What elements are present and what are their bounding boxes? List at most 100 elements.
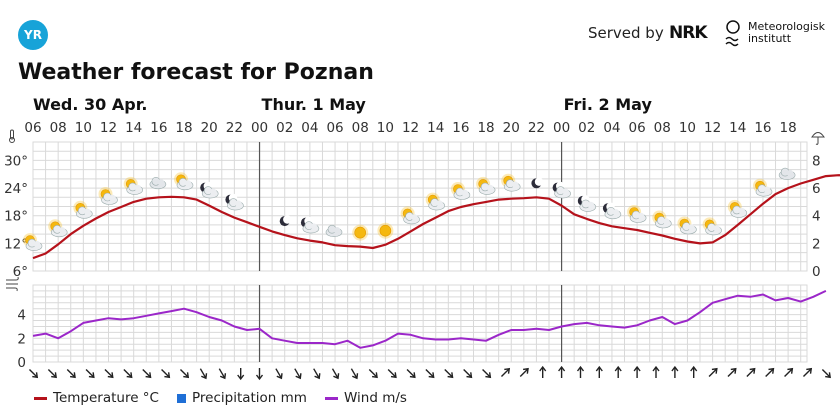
arrow-head: [164, 372, 171, 379]
wind-direction-arrow: [406, 368, 416, 379]
hour-tick-label: 14: [729, 120, 746, 136]
hour-tick-label: 10: [75, 120, 92, 136]
arrow-head: [126, 372, 133, 379]
partly-cloudy-day-icon: [677, 216, 697, 235]
sun-disc: [354, 226, 367, 239]
partly-cloudy-night-icon: [602, 202, 622, 220]
arrow-shaft: [802, 368, 812, 378]
cloud-part: [84, 208, 91, 215]
wind-direction-arrow: [671, 365, 679, 378]
served-by-text: Served by: [588, 24, 664, 42]
arrow-shaft: [500, 368, 510, 378]
arrow-head: [219, 373, 227, 380]
hour-tick-label: 02: [578, 120, 595, 136]
thermometer-bulb: [9, 137, 15, 143]
arrow-head: [576, 365, 585, 372]
hour-tick-label: 00: [251, 120, 268, 136]
hour-tick-label: 14: [427, 120, 444, 136]
hour-tick-label: 20: [201, 120, 218, 136]
arrow-head: [237, 374, 245, 381]
cloud-part: [184, 180, 192, 187]
wind-direction-arrow: [28, 368, 39, 379]
hour-tick-label: 12: [402, 120, 419, 136]
wind-direction-arrow: [294, 368, 302, 380]
partly-cloudy-day-icon: [400, 206, 420, 225]
cloud-part: [461, 189, 469, 197]
hour-tick-label: 08: [50, 120, 67, 136]
umbrella-canopy: [811, 132, 825, 138]
hour-tick-label: 16: [150, 120, 167, 136]
wind-direction-arrow: [746, 367, 756, 378]
cloud-part: [134, 184, 141, 192]
nrk-logo[interactable]: NRK: [669, 23, 707, 43]
hour-tick-label: 08: [654, 120, 671, 136]
thermometer-stem: [10, 129, 14, 140]
arrow-head: [51, 372, 57, 379]
arrow-head: [183, 372, 190, 379]
wind-direction-arrow: [539, 365, 547, 378]
wind-direction-arrow: [199, 368, 208, 380]
temp-axis-tick: 6°: [13, 264, 28, 280]
wind-direction-arrow: [765, 367, 775, 378]
arrow-shaft: [66, 368, 75, 378]
moon-cutout: [283, 215, 292, 224]
partly-cloudy-day-icon: [48, 219, 68, 238]
temp-axis-tick: 30°: [4, 153, 28, 169]
met-line-2: institutt: [748, 32, 792, 45]
partly-cloudy-day-icon: [753, 178, 773, 197]
thermometer-icon: [9, 129, 15, 143]
arrow-shaft: [482, 368, 491, 378]
wind-direction-arrow: [425, 368, 435, 379]
wind-direction-arrow: [313, 368, 321, 380]
hour-tick-label: 08: [352, 120, 369, 136]
arrow-head: [88, 372, 95, 379]
arrow-shaft: [275, 368, 282, 378]
arrow-head: [466, 372, 473, 379]
clear-night-icon: [279, 215, 292, 227]
arrow-head: [69, 372, 76, 379]
wind-icon: [6, 276, 19, 292]
precip-axis-tick: 2: [812, 236, 821, 252]
legend-precipitation-swatch: [176, 393, 186, 403]
cloud-part: [109, 194, 116, 202]
hour-tick-label: 06: [326, 120, 343, 136]
arrow-head: [595, 365, 603, 372]
wind-stroke-top: [6, 276, 19, 281]
umbrella-handle: [815, 137, 819, 145]
hour-tick-label: 04: [603, 120, 620, 136]
wind-direction-arrow: [614, 365, 622, 378]
wind-direction-arrow: [595, 365, 603, 378]
cloud-part: [333, 227, 341, 234]
wind-direction-arrow: [179, 368, 190, 379]
cloud-part: [436, 200, 443, 207]
cloud-part: [310, 223, 318, 230]
arrow-shaft: [463, 368, 472, 378]
arrow-head: [145, 372, 152, 379]
partly-cloudy-day-icon: [98, 187, 118, 205]
umbrella-icon: [811, 132, 825, 145]
hour-tick-label: 10: [679, 120, 696, 136]
arrow-head: [201, 373, 208, 380]
arrow-shaft: [199, 368, 207, 378]
arrow-shaft: [765, 368, 774, 378]
legend-wind: Wind m/s: [324, 390, 407, 406]
precip-axis-tick: 6: [812, 181, 821, 197]
partly-cloudy-night-icon: [577, 195, 597, 212]
wind-direction-arrow: [576, 365, 585, 378]
hour-tick-label: 06: [24, 120, 41, 136]
wind-direction-arrow: [708, 367, 718, 378]
met-logo-text[interactable]: Meteorologisk institutt: [748, 21, 825, 45]
page-title: Weather forecast for Poznan: [18, 60, 374, 85]
wind-direction-arrow: [104, 368, 114, 379]
arrow-head: [255, 374, 264, 381]
wind-direction-arrow: [652, 365, 660, 378]
legend-temperature-label: Temperature °C: [53, 390, 159, 406]
yr-logo[interactable]: YR: [18, 20, 48, 50]
wind-axis-tick: 0: [17, 355, 26, 371]
arrow-head: [314, 373, 321, 380]
cloud-part: [637, 212, 645, 220]
wind-direction-arrow: [350, 368, 359, 380]
arrow-head: [690, 365, 698, 372]
cloud-part: [663, 218, 670, 225]
arrow-head: [825, 372, 831, 379]
